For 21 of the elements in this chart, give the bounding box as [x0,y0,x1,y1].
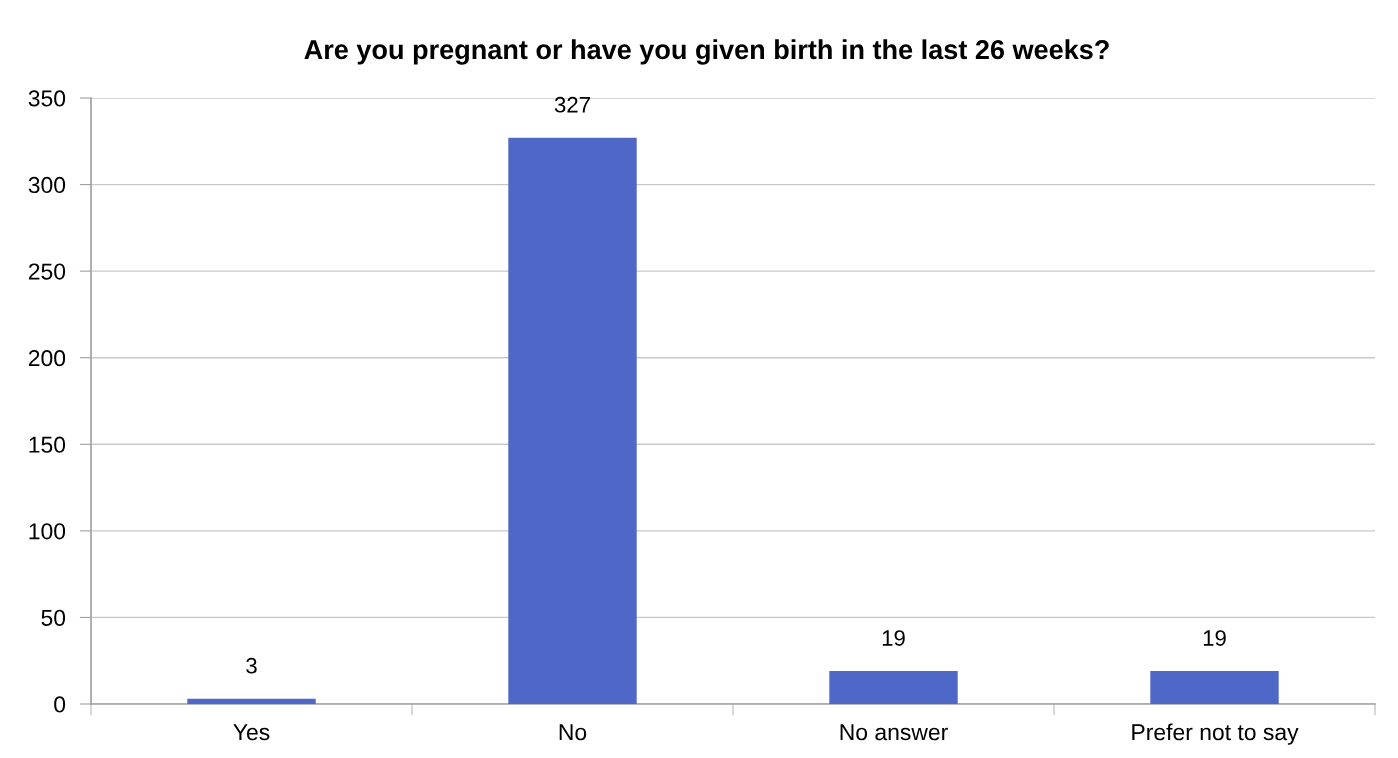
y-tick-label: 200 [28,350,66,367]
x-tick-label: Yes [233,724,270,741]
x-tick-label: No [559,724,587,741]
y-tick-label: 50 [41,609,66,626]
y-tick-label: 250 [28,263,66,280]
data-label: 3 [246,657,257,674]
y-tick-label: 350 [28,90,66,107]
data-label: 19 [882,630,905,646]
bar [829,671,958,704]
bar [187,698,316,704]
bar [1150,671,1279,704]
x-tick-label: No answer [840,724,948,741]
bar [508,137,637,704]
x-tick-label: Prefer not to say [1132,723,1299,745]
y-tick-label: 300 [28,176,66,194]
y-tick-label: 100 [29,523,66,540]
chart-title: Are you pregnant or have you given birth in the last 26 weeks? [304,39,1109,65]
y-tick-label: 0 [54,696,66,713]
y-tick-label: 150 [29,436,66,453]
data-label: 327 [554,96,590,113]
data-label: 19 [1203,630,1226,646]
